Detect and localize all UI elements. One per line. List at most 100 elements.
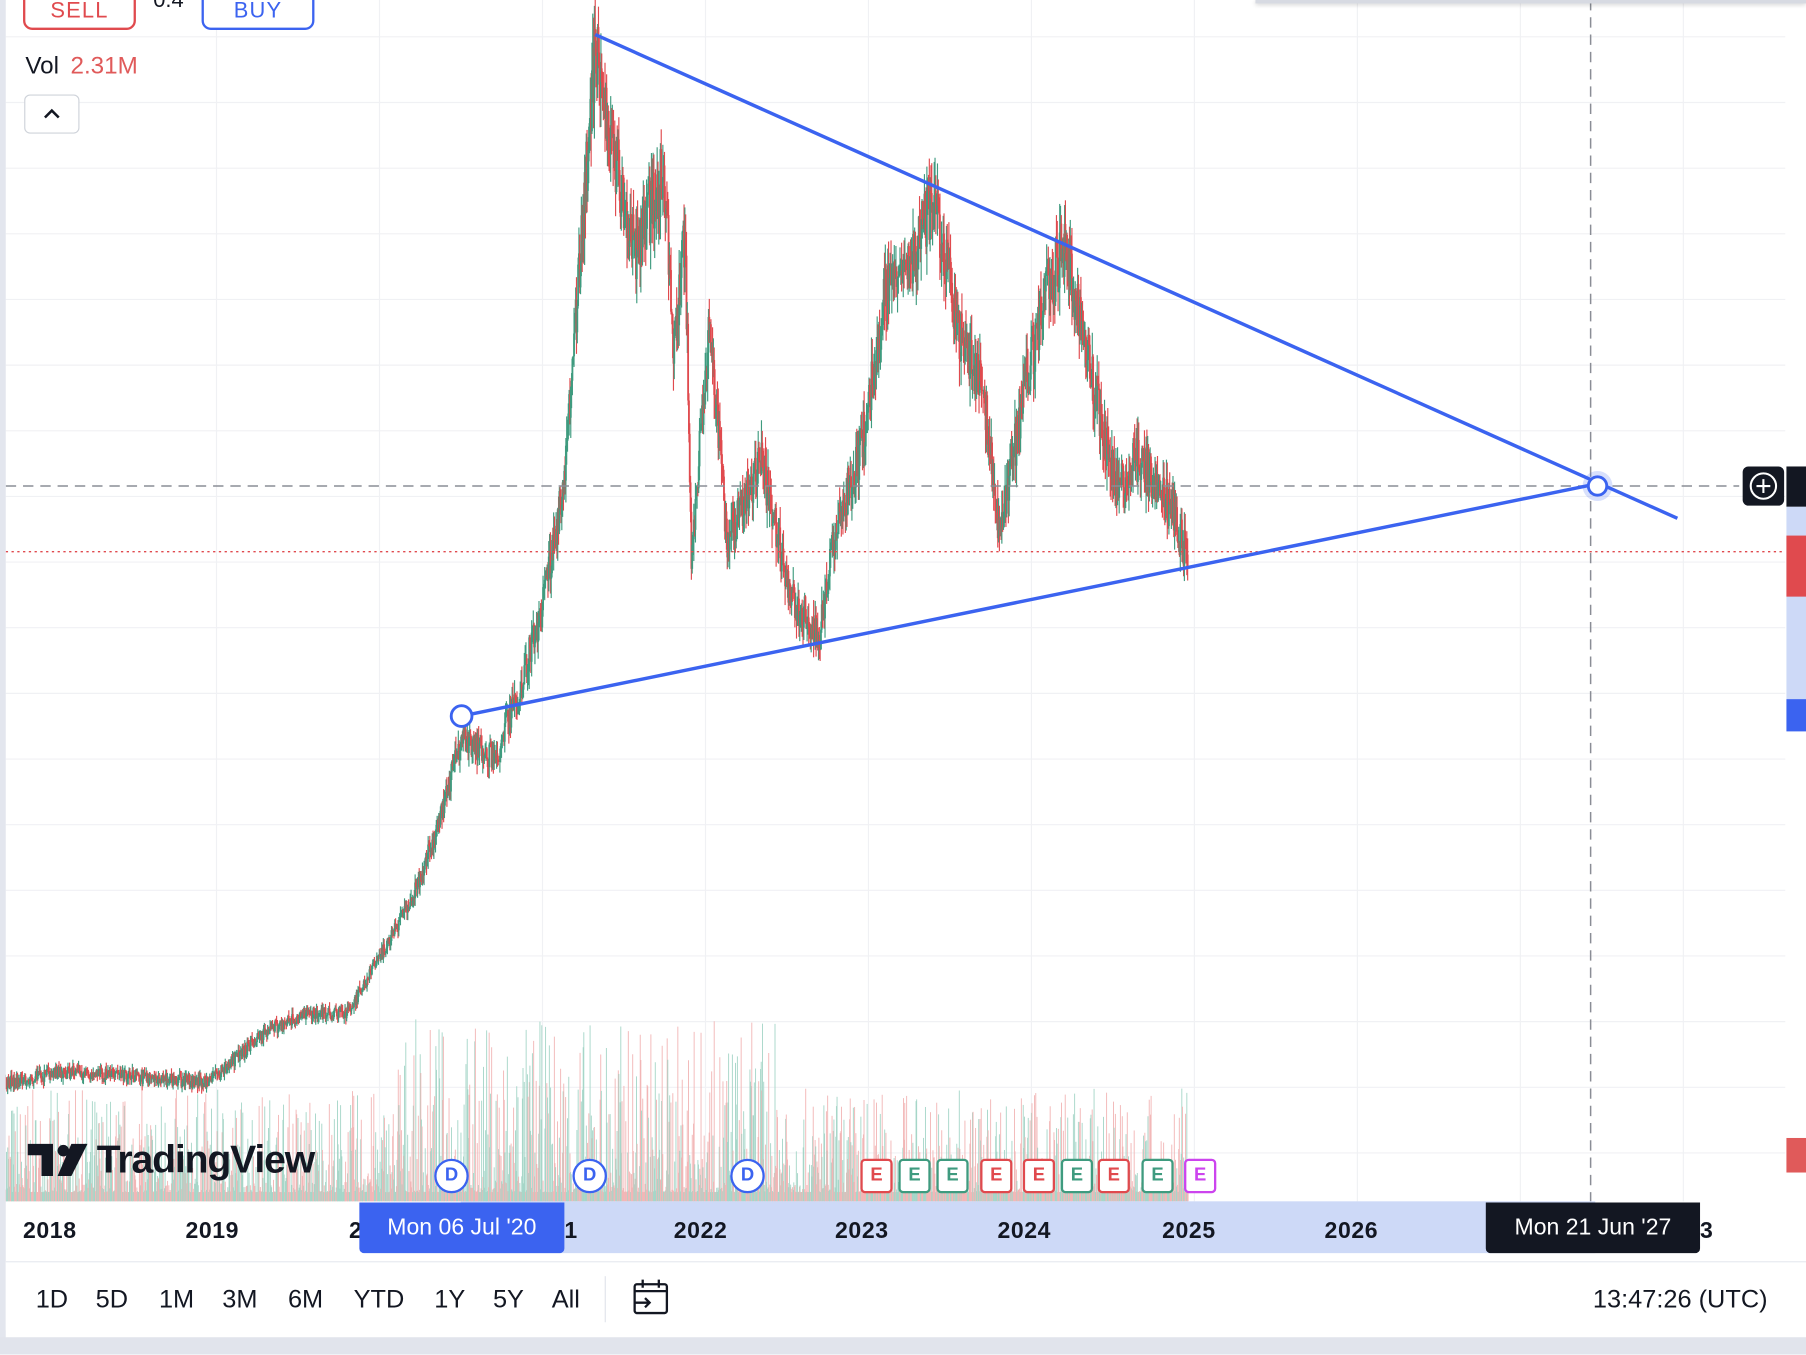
candle-body xyxy=(1057,257,1060,293)
dividend-event-marker[interactable]: D xyxy=(572,1158,607,1194)
candle-body xyxy=(1000,512,1003,527)
trendline-anchor-handle xyxy=(449,704,474,728)
candle-body xyxy=(739,496,742,501)
candle-body xyxy=(111,1069,113,1074)
candle-body xyxy=(866,412,869,415)
candle-body xyxy=(847,467,850,485)
candle-body xyxy=(22,1079,25,1085)
candle-body xyxy=(871,361,874,385)
candle-body xyxy=(369,969,372,972)
candle-body xyxy=(670,270,672,312)
year-label: 2019 xyxy=(185,1218,239,1244)
candle-body xyxy=(983,389,986,404)
candle-body xyxy=(920,238,923,249)
earnings-event-marker[interactable]: E xyxy=(1097,1158,1130,1194)
range-1y-button[interactable]: 1Y xyxy=(434,1284,466,1314)
range-1m-button[interactable]: 1M xyxy=(158,1284,195,1314)
candle-body xyxy=(419,873,422,877)
candle-body xyxy=(669,263,672,271)
candle-body xyxy=(827,579,830,595)
candle-body xyxy=(714,407,717,411)
range-5d-button[interactable]: 5D xyxy=(95,1284,128,1314)
candle-body xyxy=(326,1015,329,1017)
candle-body xyxy=(550,573,553,579)
candle-body xyxy=(867,402,870,413)
earnings-event-marker[interactable]: E xyxy=(1184,1158,1217,1194)
range-ytd-button[interactable]: YTD xyxy=(353,1284,405,1314)
candle-body xyxy=(289,1020,292,1022)
candle-body xyxy=(1186,554,1189,568)
start-date-label[interactable]: Mon 06 Jul '20 xyxy=(359,1202,565,1254)
candle-body xyxy=(450,761,453,773)
candle-body xyxy=(890,267,893,286)
candle-body xyxy=(1124,477,1127,496)
dividend-event-marker[interactable]: D xyxy=(730,1158,765,1194)
candle-body xyxy=(962,330,965,357)
candle-body xyxy=(902,262,905,281)
earnings-event-marker[interactable]: E xyxy=(1060,1158,1094,1194)
candle-body xyxy=(935,212,938,215)
earnings-event-marker[interactable]: E xyxy=(936,1158,969,1194)
candle-body xyxy=(544,575,547,580)
earnings-event-marker[interactable]: E xyxy=(980,1158,1013,1194)
candle-body xyxy=(909,258,912,263)
candle-body xyxy=(62,1069,65,1079)
candle-body xyxy=(335,1008,338,1010)
candle-body xyxy=(295,1022,298,1025)
candle-body xyxy=(627,231,630,247)
candle-body xyxy=(413,897,416,899)
candle-body xyxy=(1084,335,1087,364)
candle-body xyxy=(111,1069,114,1072)
candle-body xyxy=(754,457,757,482)
earnings-event-marker[interactable]: E xyxy=(1141,1158,1174,1194)
collapse-legend-button[interactable] xyxy=(24,94,80,134)
end-date-label[interactable]: Mon 21 Jun '27 xyxy=(1485,1202,1701,1254)
range-3m-button[interactable]: 3M xyxy=(222,1284,258,1314)
range-6m-button[interactable]: 6M xyxy=(287,1284,324,1314)
go-to-date-button[interactable] xyxy=(631,1278,670,1321)
candle-body xyxy=(464,729,467,752)
candle-body xyxy=(864,446,866,453)
candle-body xyxy=(855,446,857,488)
candle-body xyxy=(444,795,447,798)
candle-body xyxy=(223,1066,226,1075)
candle-body xyxy=(286,1022,289,1026)
candle-body xyxy=(958,310,961,359)
candle-body xyxy=(62,1069,65,1071)
candle-body xyxy=(56,1072,59,1078)
candle-body xyxy=(601,82,604,99)
candle-body xyxy=(559,491,562,498)
candle-body xyxy=(897,276,900,278)
candle-body xyxy=(798,614,801,625)
candle-body xyxy=(469,733,472,737)
range-1d-button[interactable]: 1D xyxy=(35,1284,69,1314)
candle-body xyxy=(863,411,866,453)
buy-button[interactable]: BUY xyxy=(201,0,315,30)
candle-body xyxy=(400,911,403,913)
candle-body xyxy=(539,608,542,616)
candle-body xyxy=(1121,463,1124,466)
candle-body xyxy=(396,924,399,928)
time-axis[interactable] xyxy=(6,1201,1806,1259)
dividend-event-marker[interactable]: D xyxy=(434,1158,469,1194)
candle-body xyxy=(623,214,626,229)
candle-body xyxy=(267,1030,270,1032)
candle-body xyxy=(697,466,700,489)
sell-button[interactable]: SELL xyxy=(23,0,136,30)
candle-body xyxy=(694,498,697,530)
candle-body xyxy=(933,195,936,230)
candle-body xyxy=(115,1071,117,1073)
utc-clock[interactable]: 13:47:26 (UTC) xyxy=(1592,1284,1768,1314)
candle-body xyxy=(459,741,462,751)
candle-body xyxy=(246,1041,249,1056)
range-5y-button[interactable]: 5Y xyxy=(492,1284,524,1314)
earnings-event-marker[interactable]: E xyxy=(860,1158,893,1194)
add-alert-button[interactable] xyxy=(1742,466,1785,506)
candle-body xyxy=(954,293,957,311)
earnings-event-marker[interactable]: E xyxy=(1022,1158,1056,1194)
candle-body xyxy=(514,694,517,701)
candle-body xyxy=(283,1020,286,1024)
earnings-event-marker[interactable]: E xyxy=(898,1158,931,1194)
range-all-button[interactable]: All xyxy=(551,1284,580,1314)
